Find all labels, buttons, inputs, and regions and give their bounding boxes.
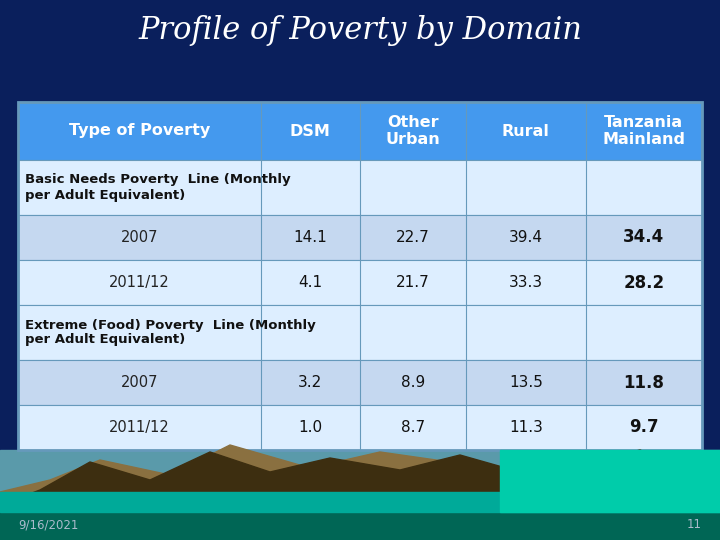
- Text: 13.5: 13.5: [509, 375, 543, 390]
- Text: 2011/12: 2011/12: [109, 275, 170, 290]
- Polygon shape: [0, 492, 720, 512]
- Bar: [18, 215, 702, 260]
- Bar: [18, 360, 702, 405]
- Text: Profile of Poverty by Domain: Profile of Poverty by Domain: [138, 15, 582, 45]
- Polygon shape: [0, 512, 720, 540]
- Text: 33.3: 33.3: [509, 275, 543, 290]
- Bar: [18, 260, 702, 305]
- Text: 11: 11: [687, 518, 702, 531]
- Bar: [18, 102, 702, 160]
- Bar: [18, 405, 702, 450]
- Text: Type of Poverty: Type of Poverty: [69, 124, 210, 138]
- Text: 21.7: 21.7: [396, 275, 430, 290]
- Text: 3.2: 3.2: [298, 375, 323, 390]
- Text: 34.4: 34.4: [624, 228, 665, 246]
- Bar: [18, 305, 702, 360]
- Text: 8.7: 8.7: [401, 420, 425, 435]
- Text: 11.8: 11.8: [624, 374, 665, 391]
- Text: 11.3: 11.3: [509, 420, 543, 435]
- Text: 2007: 2007: [121, 230, 158, 245]
- Text: Basic Needs Poverty  Line (Monthly
per Adult Equivalent): Basic Needs Poverty Line (Monthly per Ad…: [25, 173, 291, 201]
- Text: 9/16/2021: 9/16/2021: [18, 518, 78, 531]
- Text: 2007: 2007: [121, 375, 158, 390]
- Text: 28.2: 28.2: [624, 273, 665, 292]
- Text: DSM: DSM: [290, 124, 331, 138]
- Bar: [18, 102, 702, 450]
- Bar: [18, 160, 702, 215]
- Text: Other
Urban: Other Urban: [386, 115, 441, 147]
- Text: 4.1: 4.1: [298, 275, 323, 290]
- Polygon shape: [500, 450, 720, 512]
- Text: 22.7: 22.7: [396, 230, 430, 245]
- Text: 14.1: 14.1: [294, 230, 328, 245]
- Text: Tanzania
Mainland: Tanzania Mainland: [603, 115, 685, 147]
- Polygon shape: [0, 450, 720, 540]
- Text: Extreme (Food) Poverty  Line (Monthly
per Adult Equivalent): Extreme (Food) Poverty Line (Monthly per…: [25, 319, 316, 347]
- Text: 2011/12: 2011/12: [109, 420, 170, 435]
- Polygon shape: [0, 450, 720, 540]
- Text: 9.7: 9.7: [629, 418, 659, 436]
- Polygon shape: [0, 445, 720, 540]
- Text: 1.0: 1.0: [298, 420, 323, 435]
- Text: 39.4: 39.4: [509, 230, 543, 245]
- Text: 8.9: 8.9: [401, 375, 425, 390]
- Text: Rural: Rural: [502, 124, 550, 138]
